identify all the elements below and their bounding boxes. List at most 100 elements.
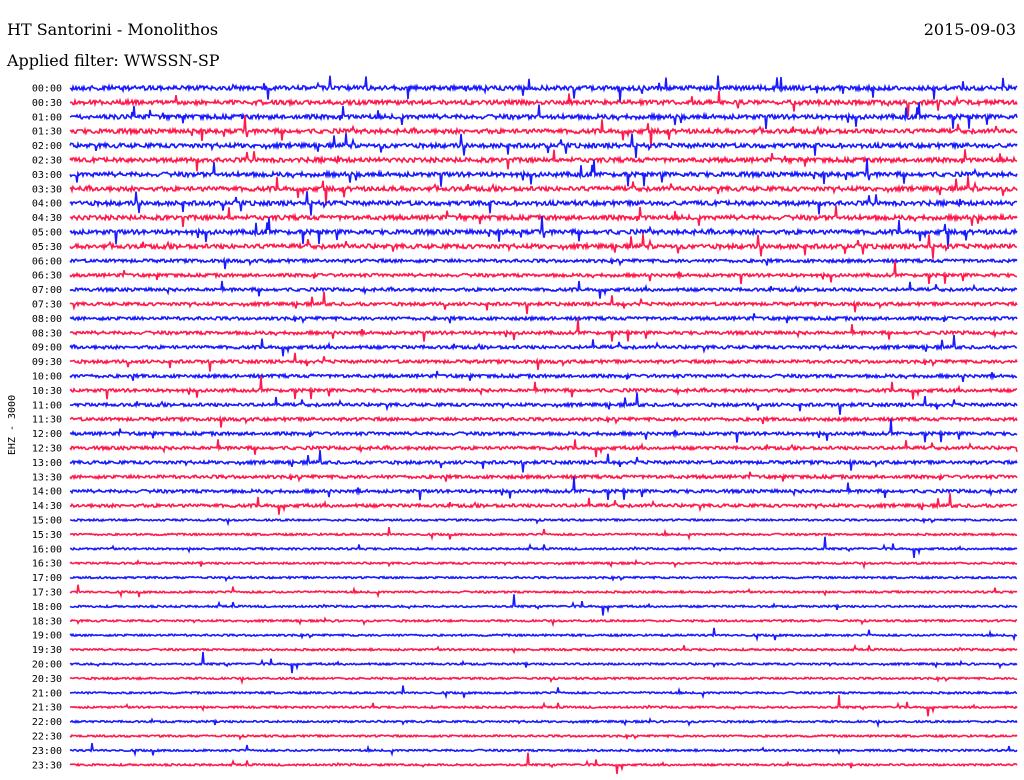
- time-tick-label: 13:00: [32, 458, 62, 469]
- station-title: HT Santorini - Monolithos: [7, 20, 219, 39]
- time-tick-label: 23:00: [32, 746, 62, 757]
- seismic-trace: [69, 334, 1018, 357]
- time-tick-label: 08:00: [32, 314, 62, 325]
- trace-group: [69, 75, 1018, 774]
- time-tick-label: 18:00: [32, 602, 62, 613]
- time-tick-label: 20:30: [32, 674, 62, 685]
- seismic-trace: [69, 280, 1018, 299]
- time-tick-label: 21:00: [32, 688, 62, 699]
- time-tick-label: 00:30: [32, 98, 62, 109]
- seismic-trace: [69, 627, 1018, 642]
- time-tick-label: 01:00: [32, 112, 62, 123]
- time-tick-label: 02:30: [32, 156, 62, 167]
- seismic-trace: [69, 158, 1018, 187]
- time-tick-label: 19:00: [32, 631, 62, 642]
- time-tick-label: 20:00: [32, 660, 62, 671]
- time-tick-label: 02:00: [32, 141, 62, 152]
- seismic-trace: [69, 205, 1018, 227]
- seismic-trace: [69, 234, 1017, 259]
- seismic-trace: [69, 471, 1018, 483]
- seismic-trace: [69, 133, 1018, 159]
- time-tick-label: 11:30: [32, 415, 62, 426]
- time-tick-label: 21:30: [32, 703, 62, 714]
- time-tick-label: 12:30: [32, 444, 62, 455]
- seismic-trace: [69, 102, 1018, 130]
- time-tick-label: 13:30: [32, 472, 62, 483]
- seismic-trace: [69, 256, 1018, 270]
- seismic-trace: [69, 493, 1018, 515]
- time-tick-label: 05:30: [32, 242, 62, 253]
- time-tick-label: 15:00: [32, 516, 62, 527]
- seismic-trace: [69, 352, 1018, 372]
- seismic-trace: [69, 318, 1018, 342]
- seismic-trace: [69, 742, 1018, 758]
- seismic-trace: [69, 313, 1018, 325]
- seismic-trace: [70, 517, 1018, 527]
- time-tick-label: 10:00: [32, 372, 62, 383]
- time-tick-label: 10:30: [32, 386, 62, 397]
- seismic-trace: [69, 450, 1018, 473]
- time-tick-label: 04:30: [32, 213, 62, 224]
- record-date: 2015-09-03: [923, 20, 1016, 39]
- seismic-trace: [69, 526, 1018, 542]
- time-tick-label: 09:00: [32, 343, 62, 354]
- seismic-trace: [69, 176, 1018, 206]
- time-tick-label: 11:00: [32, 400, 62, 411]
- time-tick-label: 22:30: [32, 732, 62, 743]
- seismic-trace: [69, 651, 1018, 674]
- seismic-trace: [69, 643, 1018, 655]
- seismic-trace: [69, 149, 1018, 172]
- seismic-trace: [69, 558, 1017, 570]
- time-tick-label: 06:30: [32, 271, 62, 282]
- seismic-trace: [69, 419, 1018, 443]
- time-tick-label: 05:00: [32, 228, 62, 239]
- time-tick-label: 22:00: [32, 717, 62, 728]
- seismic-trace: [69, 75, 1018, 103]
- time-tick-label: 04:00: [32, 199, 62, 210]
- time-tick-label: 08:30: [32, 328, 62, 339]
- seismic-trace: [69, 215, 1018, 249]
- time-tick-label: 03:00: [32, 170, 62, 181]
- seismic-trace: [69, 291, 1018, 315]
- seismic-trace: [69, 476, 1018, 501]
- seismic-trace: [69, 260, 1018, 285]
- time-tick-label: 06:00: [32, 256, 62, 267]
- seismic-trace: [69, 536, 1018, 558]
- time-tick-label: 23:30: [32, 760, 62, 771]
- seismic-trace: [69, 695, 1018, 717]
- seismic-trace: [69, 375, 1017, 400]
- seismic-trace: [69, 733, 1018, 741]
- time-axis: 00:00 00:30 01:00 01:30 02:00 02:30 03:00 03:30…: [32, 84, 62, 772]
- filter-label: Applied filter: WWSSN-SP: [7, 51, 220, 70]
- seismic-trace: [69, 392, 1018, 415]
- seismic-trace: [69, 439, 1018, 458]
- seismic-trace: [69, 90, 1018, 118]
- seismic-trace: [69, 584, 1018, 599]
- seismic-trace: [69, 115, 1018, 149]
- seismic-trace: [69, 370, 1018, 383]
- channel-axis-label: EHZ - 3000: [7, 395, 18, 455]
- time-tick-label: 14:00: [32, 487, 62, 498]
- seismic-trace: [69, 414, 1018, 428]
- time-tick-label: 01:30: [32, 127, 62, 138]
- time-tick-label: 16:00: [32, 544, 62, 555]
- time-tick-label: 17:30: [32, 588, 62, 599]
- seismic-trace: [69, 191, 1018, 216]
- seismic-trace: [69, 685, 1018, 700]
- time-tick-label: 16:30: [32, 559, 62, 570]
- time-tick-label: 00:00: [32, 84, 62, 95]
- time-tick-label: 18:30: [32, 616, 62, 627]
- seismic-trace: [69, 717, 1018, 729]
- seismic-trace: [69, 675, 1018, 685]
- time-tick-label: 12:00: [32, 429, 62, 440]
- time-tick-label: 07:30: [32, 300, 62, 311]
- time-tick-label: 15:30: [32, 530, 62, 541]
- time-tick-label: 09:30: [32, 357, 62, 368]
- seismic-trace: [69, 574, 1018, 583]
- time-tick-label: 17:00: [32, 573, 62, 584]
- seismic-trace: [69, 616, 1017, 628]
- time-tick-label: 03:30: [32, 184, 62, 195]
- time-tick-label: 07:00: [32, 285, 62, 296]
